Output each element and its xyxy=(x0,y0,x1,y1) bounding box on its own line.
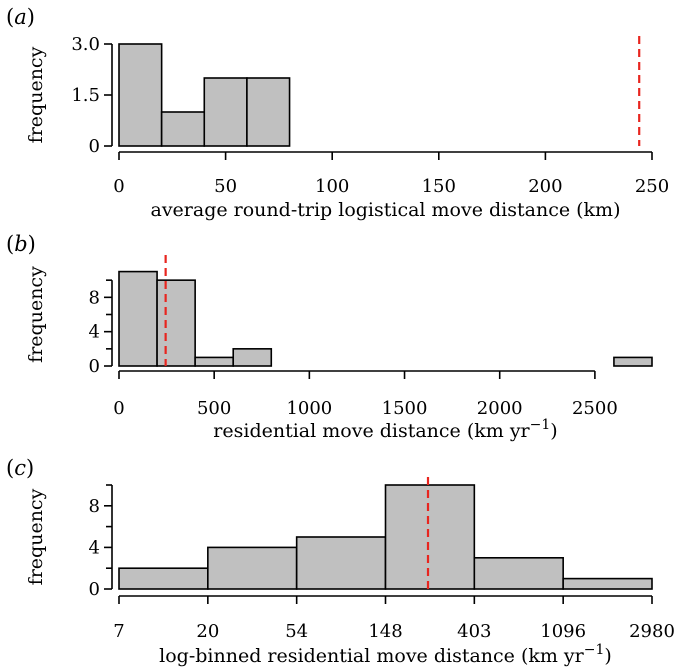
y-tick-label: 0 xyxy=(89,136,100,157)
x-tick-label: 54 xyxy=(285,621,308,642)
x-tick-label: 500 xyxy=(197,398,231,419)
x-tick-label: 148 xyxy=(368,621,402,642)
histogram-bars xyxy=(118,484,653,590)
y-axis-label: frequency xyxy=(25,46,47,143)
panel-label-open: ( xyxy=(6,232,14,256)
histogram-bar xyxy=(473,556,564,590)
panel-label-open: ( xyxy=(6,5,14,29)
histogram-bar xyxy=(384,484,476,590)
x-tick-label: 200 xyxy=(528,176,562,197)
panel-label-letter: b xyxy=(14,232,27,256)
x-tick-label: 150 xyxy=(422,176,456,197)
panel-b: 0 500 1000 1500 2000 2500 0 4 8 frequency resident… xyxy=(6,232,653,442)
histogram-bar xyxy=(232,348,273,367)
histogram-bar xyxy=(203,77,248,147)
panel-label-close: ) xyxy=(26,456,34,480)
y-axis-label: frequency xyxy=(25,266,47,363)
panel-label-close: ) xyxy=(28,232,36,256)
histogram-bar xyxy=(613,356,653,367)
x-tick-label: 20 xyxy=(196,621,219,642)
x-tick-label: 100 xyxy=(315,176,349,197)
histogram-bar xyxy=(207,546,298,590)
x-tick-label: 2980 xyxy=(629,621,675,642)
x-axis-label: log-binned residential move distance (km… xyxy=(159,642,612,667)
panel-label: (c) xyxy=(6,456,34,480)
histogram-bar xyxy=(246,77,291,147)
histogram-bar xyxy=(118,567,209,590)
y-tick-label: 4 xyxy=(89,322,100,343)
y-tick-label: 8 xyxy=(89,287,100,308)
x-axis-label-text: residential move distance (km yr xyxy=(213,420,530,442)
x-tick-label: 403 xyxy=(457,621,491,642)
panel-label-close: ) xyxy=(27,5,35,29)
y-tick-label: 8 xyxy=(89,496,100,517)
x-tick-label: 250 xyxy=(635,176,669,197)
histogram-bars xyxy=(118,270,653,367)
y-tick-label: 0 xyxy=(89,579,100,600)
panel-a: 0 50 100 150 200 250 0 1.5 3.0 frequency average r… xyxy=(6,5,669,221)
y-tick-label: 0 xyxy=(89,356,100,377)
histogram-bars xyxy=(118,43,291,147)
x-tick-label: 1500 xyxy=(382,398,428,419)
x-tick-label: 0 xyxy=(113,398,124,419)
x-axis-label-superscript: −1 xyxy=(584,642,605,658)
x-axis-label: residential move distance (km yr−1) xyxy=(213,417,557,442)
x-axis-label-text: average round-trip logistical move dista… xyxy=(151,199,621,221)
histogram-bar xyxy=(118,43,163,147)
x-tick-label: 2000 xyxy=(477,398,523,419)
panel-label-letter: c xyxy=(14,456,26,480)
x-axis-label-suffix: ) xyxy=(604,645,611,667)
y-axis-label: frequency xyxy=(25,488,47,585)
histogram-bar xyxy=(194,356,235,367)
x-axis-label-text: log-binned residential move distance (km… xyxy=(159,645,585,667)
x-axis-label-superscript: −1 xyxy=(530,417,551,433)
panel-label: (a) xyxy=(6,5,35,29)
x-tick-label: 0 xyxy=(113,176,124,197)
histogram-bar xyxy=(156,279,196,367)
histogram-bar xyxy=(160,111,206,147)
panel-label: (b) xyxy=(6,232,36,256)
panel-c: 7 20 54 148 403 1096 2980 0 4 8 frequency log-binne… xyxy=(6,456,675,667)
x-axis-label: average round-trip logistical move dista… xyxy=(151,199,621,221)
histogram-bar xyxy=(295,536,387,590)
y-tick-label: 1.5 xyxy=(71,85,100,106)
x-tick-label: 1096 xyxy=(540,621,586,642)
x-axis-label-suffix: ) xyxy=(550,420,557,442)
x-tick-label: 7 xyxy=(113,621,124,642)
y-tick-label: 4 xyxy=(89,537,100,558)
y-tick-label: 3.0 xyxy=(71,34,100,55)
x-tick-label: 1000 xyxy=(286,398,332,419)
panel-label-letter: a xyxy=(14,5,27,29)
histogram-bar xyxy=(118,270,158,367)
panel-label-open: ( xyxy=(6,456,14,480)
histogram-bar xyxy=(562,577,653,590)
x-tick-label: 50 xyxy=(214,176,237,197)
x-tick-label: 2500 xyxy=(572,398,618,419)
